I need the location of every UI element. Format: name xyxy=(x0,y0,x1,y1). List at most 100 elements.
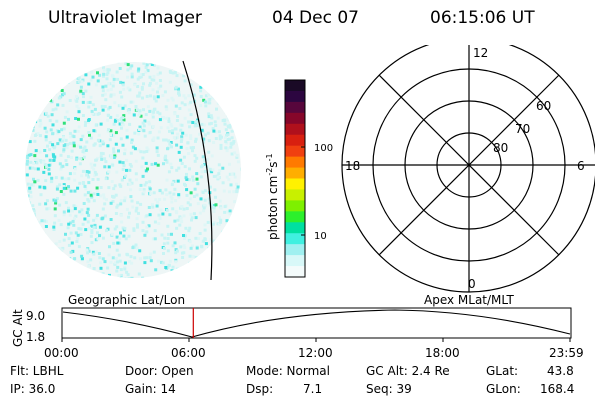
emission-speckle xyxy=(228,172,232,176)
emission-speckle xyxy=(148,180,152,184)
emission-speckle xyxy=(232,89,236,93)
emission-speckle xyxy=(33,64,37,68)
emission-speckle xyxy=(26,88,30,91)
emission-speckle xyxy=(202,239,206,243)
emission-speckle xyxy=(160,62,164,66)
emission-speckle xyxy=(157,222,161,225)
emission-speckle xyxy=(32,252,36,256)
emission-speckle xyxy=(59,167,63,171)
emission-speckle xyxy=(52,154,56,158)
emission-speckle xyxy=(189,191,193,195)
emission-speckle xyxy=(182,94,186,98)
emission-speckle xyxy=(59,251,63,255)
emission-speckle xyxy=(152,136,156,140)
emission-speckle xyxy=(34,265,38,269)
emission-speckle xyxy=(134,243,138,247)
emission-speckle xyxy=(50,176,54,180)
emission-speckle xyxy=(174,85,178,89)
emission-speckle xyxy=(214,137,218,140)
emission-speckle xyxy=(74,117,78,120)
emission-speckle xyxy=(101,85,105,89)
emission-speckle xyxy=(142,129,146,133)
emission-speckle xyxy=(51,145,55,148)
emission-speckle xyxy=(187,94,191,98)
emission-speckle xyxy=(126,109,130,112)
emission-speckle xyxy=(166,224,170,228)
emission-speckle xyxy=(224,140,228,144)
emission-speckle xyxy=(65,65,69,69)
emission-speckle xyxy=(40,275,44,278)
emission-speckle xyxy=(111,84,115,88)
emission-speckle xyxy=(107,128,110,132)
emission-speckle xyxy=(195,172,199,176)
emission-speckle xyxy=(81,150,85,154)
emission-speckle xyxy=(165,273,169,277)
emission-speckle xyxy=(55,131,59,135)
emission-speckle xyxy=(119,137,123,141)
emission-speckle xyxy=(67,243,71,247)
emission-speckle xyxy=(184,59,187,62)
emission-speckle xyxy=(44,62,48,66)
emission-speckle xyxy=(233,91,237,95)
emission-speckle xyxy=(233,175,237,179)
emission-speckle xyxy=(124,237,128,241)
emission-speckle xyxy=(170,145,173,149)
emission-speckle xyxy=(212,96,215,100)
emission-speckle xyxy=(166,249,170,253)
emission-speckle xyxy=(105,198,108,202)
emission-speckle xyxy=(45,199,49,203)
emission-speckle xyxy=(133,83,137,87)
emission-speckle xyxy=(52,225,56,229)
emission-speckle xyxy=(169,122,173,126)
emission-speckle xyxy=(175,279,178,282)
emission-speckle xyxy=(72,144,76,148)
emission-speckle xyxy=(235,187,239,191)
emission-speckle xyxy=(221,119,225,123)
emission-speckle xyxy=(109,201,113,205)
emission-speckle xyxy=(186,63,189,67)
emission-speckle xyxy=(102,196,106,200)
emission-speckle xyxy=(159,208,163,212)
emission-speckle xyxy=(107,253,111,257)
x-tick-label-1200: 12:00 xyxy=(298,346,333,360)
emission-speckle xyxy=(230,275,234,278)
emission-speckle xyxy=(32,233,36,237)
emission-speckle xyxy=(58,203,62,207)
emission-speckle xyxy=(62,185,66,188)
emission-speckle xyxy=(128,182,132,186)
emission-speckle xyxy=(152,95,156,99)
emission-speckle xyxy=(213,84,217,88)
emission-speckle xyxy=(125,128,129,132)
emission-speckle xyxy=(189,146,193,150)
emission-speckle xyxy=(45,207,49,211)
emission-speckle xyxy=(194,76,198,80)
emission-speckle xyxy=(134,209,138,213)
emission-speckle xyxy=(104,84,108,88)
emission-speckle xyxy=(36,279,39,282)
emission-speckle xyxy=(46,72,50,76)
emission-speckle xyxy=(111,163,115,167)
emission-speckle xyxy=(53,221,57,225)
emission-speckle xyxy=(120,273,123,277)
emission-speckle xyxy=(168,213,172,217)
emission-speckle xyxy=(71,249,75,253)
emission-speckle xyxy=(198,132,201,136)
emission-speckle xyxy=(37,253,41,257)
emission-speckle xyxy=(90,70,94,74)
emission-speckle xyxy=(161,212,165,216)
emission-speckle xyxy=(229,248,233,251)
emission-speckle xyxy=(98,144,102,148)
emission-speckle xyxy=(180,162,184,165)
emission-speckle xyxy=(133,278,136,281)
emission-speckle xyxy=(34,225,38,229)
emission-speckle xyxy=(34,219,38,223)
emission-speckle xyxy=(240,167,241,171)
emission-speckle xyxy=(130,181,134,185)
emission-speckle xyxy=(101,89,105,93)
instrument-title: Ultraviolet Imager xyxy=(48,8,202,28)
emission-speckle xyxy=(89,193,93,197)
emission-speckle xyxy=(138,249,142,253)
emission-speckle xyxy=(95,280,98,283)
emission-speckle xyxy=(171,207,175,211)
emission-speckle xyxy=(63,115,67,119)
